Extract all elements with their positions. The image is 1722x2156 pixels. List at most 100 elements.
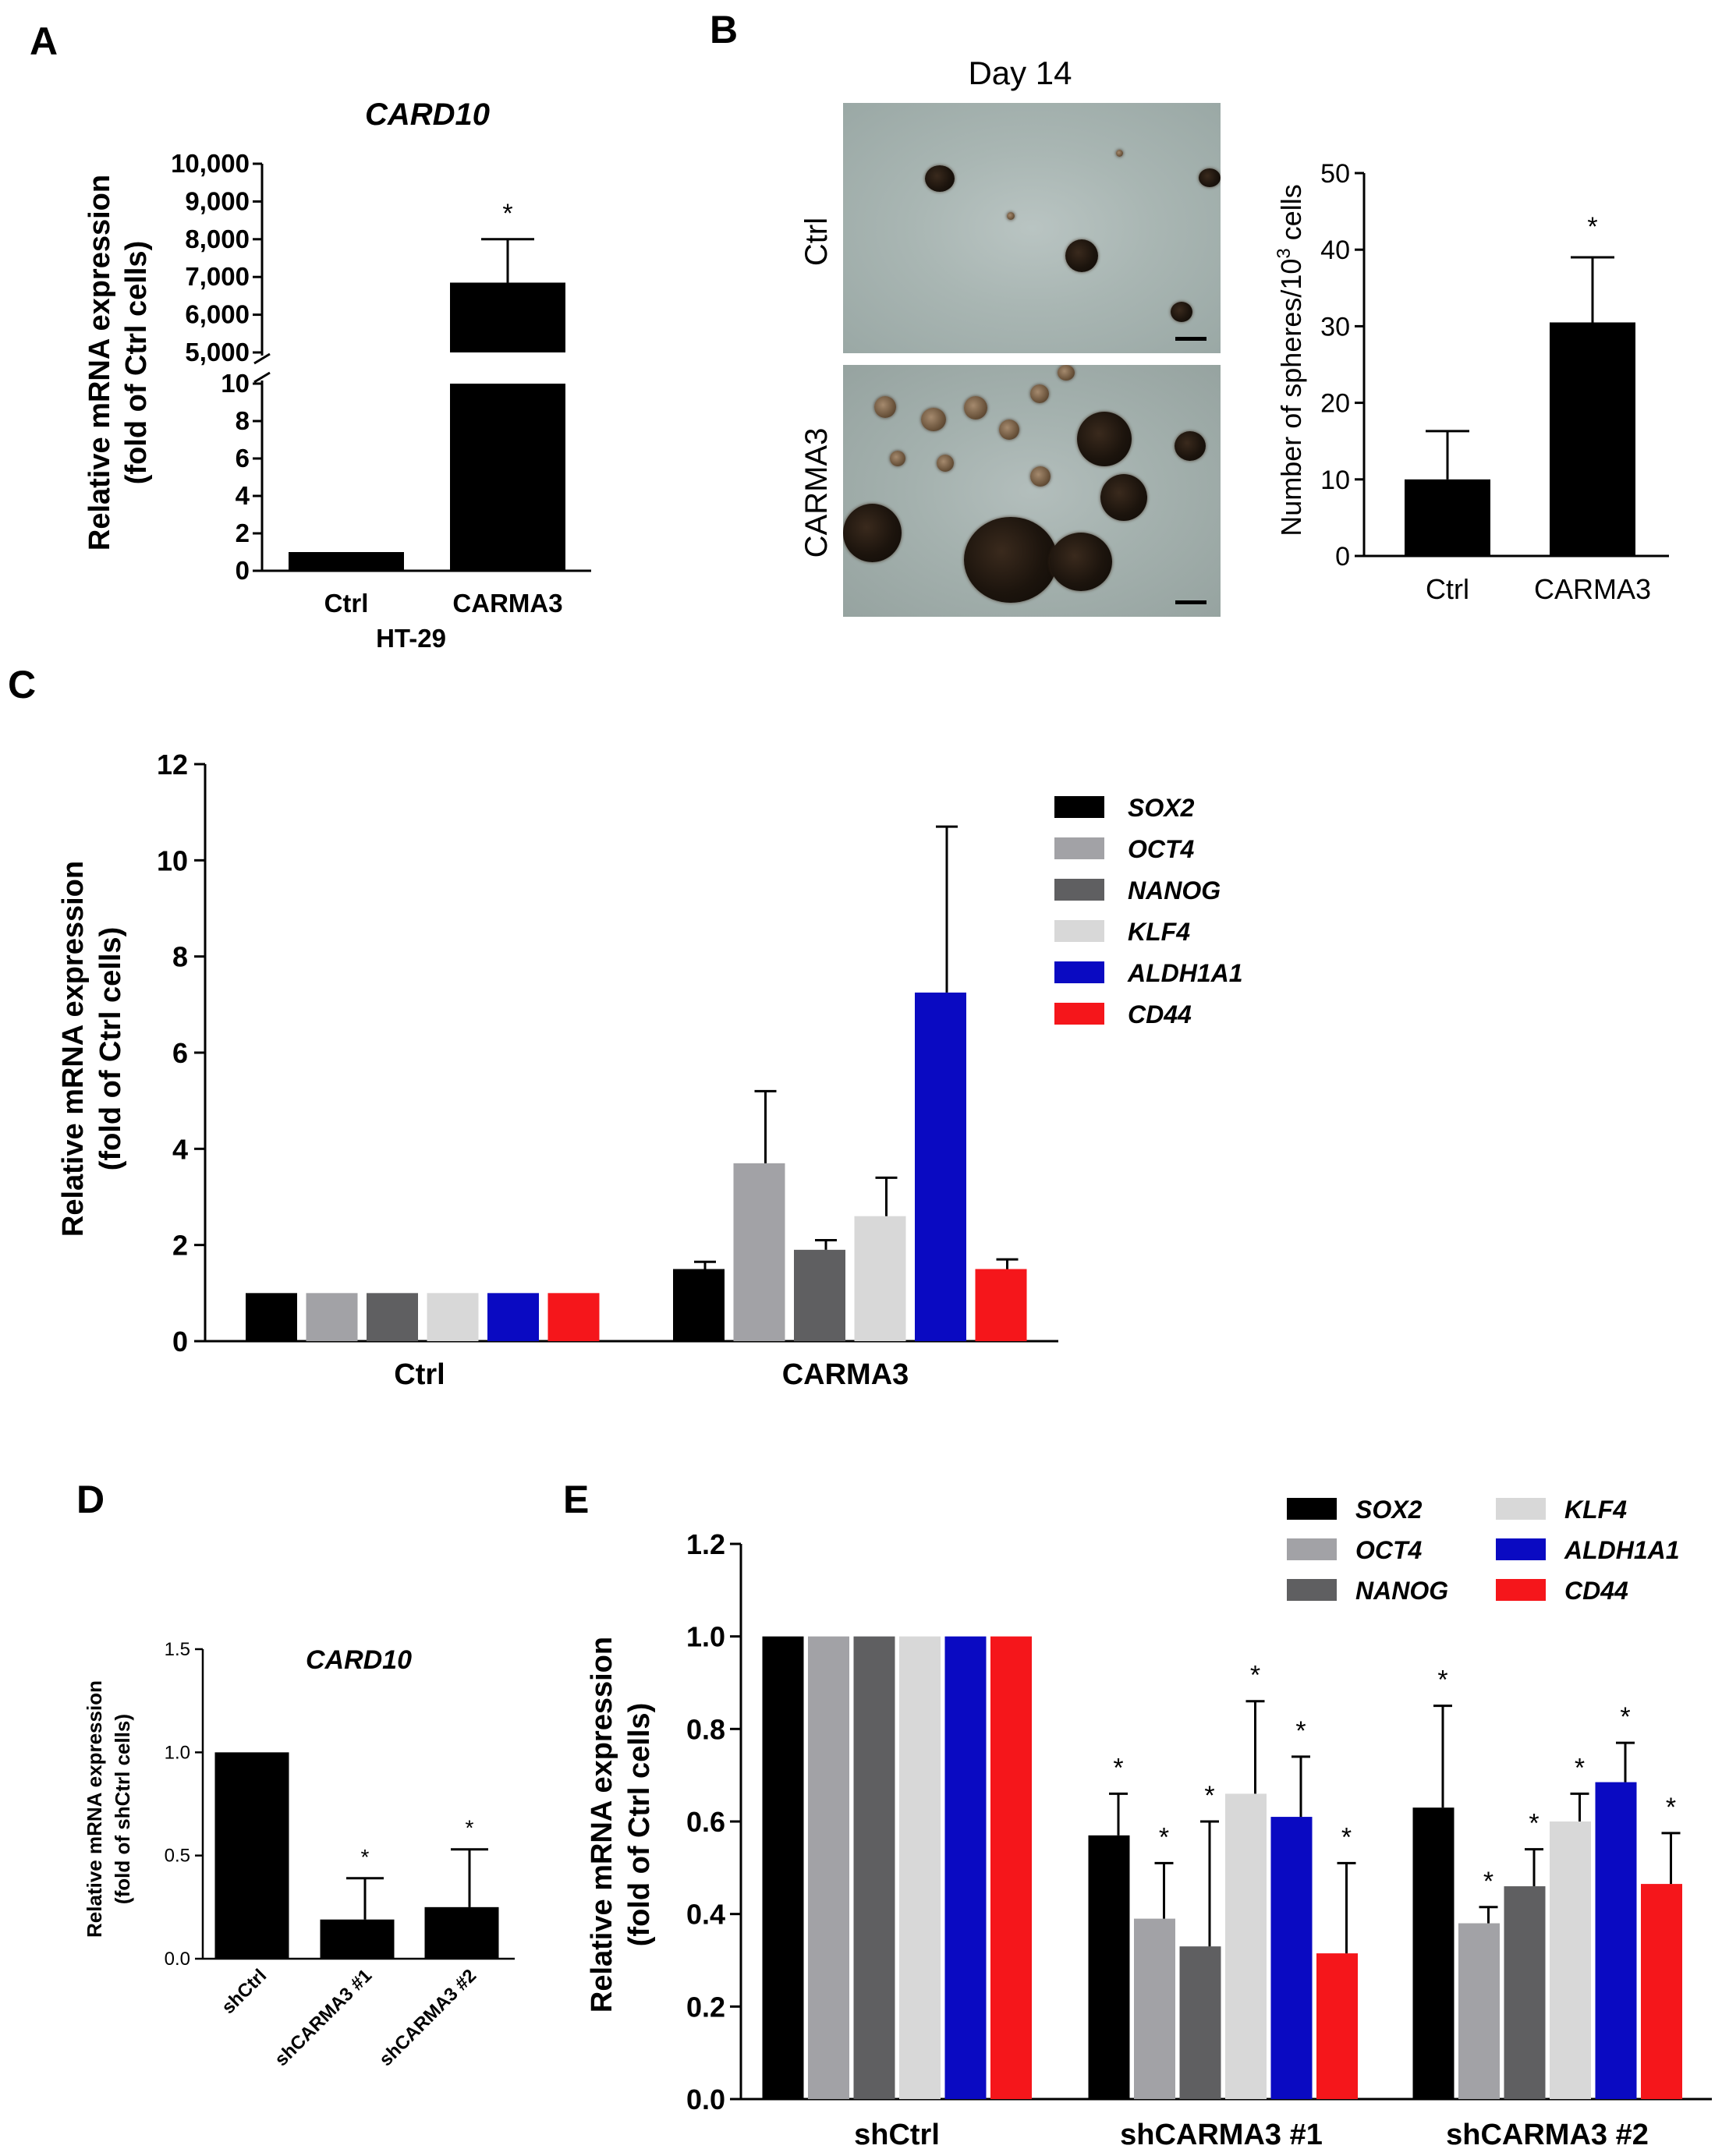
- significance-a-carma3: *: [502, 199, 512, 228]
- panel-b-tick-label: 30: [1320, 312, 1350, 342]
- panel-a-tick-label-upper: 6,000: [185, 300, 250, 329]
- legend-e-swatch-aldh1a1: [1496, 1538, 1546, 1560]
- panel-a-tick-label-lower: 4: [236, 481, 250, 510]
- bar-e-1-nanog: [1179, 1946, 1221, 2099]
- bar-c-carma3-oct4: [733, 1163, 785, 1341]
- bar-e-2-nanog: [1504, 1886, 1546, 2099]
- legend-c-label-cd44: CD44: [1128, 1000, 1192, 1028]
- panel-c-ylabel-2: (fold of Ctrl cells): [94, 927, 127, 1170]
- bar-e-0-aldh1a1: [944, 1636, 987, 2099]
- bar-c-carma3-cd44: [975, 1269, 1027, 1341]
- panel-b-tick-label: 10: [1320, 466, 1350, 495]
- panel-d-tick-label: 0.0: [165, 1949, 190, 1970]
- panel-d-title: CARD10: [306, 1645, 412, 1675]
- bar-c-carma3-nanog: [794, 1249, 845, 1341]
- carma3-sphere-image: [843, 365, 1221, 617]
- significance-e-2-klf4: *: [1575, 1753, 1585, 1783]
- significance-e-1-sox2: *: [1113, 1753, 1123, 1783]
- significance-b-carma3: *: [1587, 212, 1597, 242]
- panel-e-category-label: shCARMA3 #1: [1120, 2119, 1323, 2151]
- panel-a-tick-label-lower: 6: [236, 444, 250, 473]
- panel-c-tick-label: 8: [172, 941, 188, 973]
- panel-e-tick-label: 0.6: [686, 1806, 725, 1838]
- panel-e-ylabel-1: Relative mRNA expression: [586, 1637, 618, 2013]
- panel-label-a: A: [30, 19, 58, 63]
- bar-e-0-cd44: [990, 1636, 1032, 2099]
- legend-e-label-nanog: NANOG: [1355, 1577, 1448, 1605]
- bar-e-1-sox2: [1088, 1835, 1130, 2099]
- panel-c-ylabel-1: Relative mRNA expression: [57, 861, 90, 1237]
- panel-d-tick-label: 1.0: [165, 1742, 190, 1763]
- panel-label-b: B: [710, 8, 738, 51]
- bar-e-0-oct4: [808, 1636, 849, 2099]
- legend-e-label-oct4: OCT4: [1355, 1536, 1423, 1564]
- bar-e-2-cd44: [1641, 1884, 1682, 2099]
- panel-label-d: D: [76, 1478, 105, 1521]
- bar-c-ctrl-cd44: [547, 1293, 600, 1341]
- panel-e-tick-label: 1.2: [686, 1528, 725, 1560]
- panel-b-tick-label: 50: [1320, 159, 1350, 189]
- panel-a-ylabel-1: Relative mRNA expression: [83, 175, 116, 551]
- bar-e-2-sox2: [1412, 1807, 1454, 2099]
- panel-a-category-label: Ctrl: [324, 589, 369, 618]
- significance-e-1-klf4: *: [1250, 1661, 1260, 1690]
- panel-b-image-title: Day 14: [968, 55, 1072, 91]
- legend-e-label-aldh1a1: ALDH1A1: [1564, 1536, 1680, 1564]
- significance-e-2-aldh1a1: *: [1620, 1702, 1630, 1732]
- bar-c-ctrl-sox2: [246, 1293, 297, 1341]
- bar-e-2-klf4: [1550, 1821, 1591, 2099]
- chart-panel-a: 5,000 6,000 7,000 8,000 9,000 10,000 0 2 4 6 8 10 * C…: [171, 149, 591, 618]
- legend-c-swatch-aldh1a1: [1054, 961, 1104, 983]
- panel-a-tick-label-upper: 8,000: [185, 225, 250, 253]
- significance-d-1: *: [361, 1845, 370, 1869]
- bar-e-1-oct4: [1134, 1918, 1175, 2099]
- legend-e-swatch-nanog: [1287, 1579, 1337, 1601]
- panel-a-xlabel: HT-29: [376, 624, 446, 653]
- legend-c-swatch-klf4: [1054, 920, 1104, 942]
- panel-c-tick-label: 4: [172, 1133, 188, 1165]
- legend-c-label-klf4: KLF4: [1128, 918, 1190, 946]
- legend-c-swatch-nanog: [1054, 879, 1104, 901]
- significance-e-2-nanog: *: [1529, 1809, 1539, 1839]
- panel-b-row-ctrl: Ctrl: [799, 218, 834, 266]
- bar-e-0-sox2: [762, 1636, 804, 2099]
- panel-d-ylabel-2: (fold of shCtrl cells): [111, 1714, 134, 1904]
- significance-e-1-cd44: *: [1341, 1822, 1352, 1852]
- panel-a-tick-label-lower: 2: [236, 519, 250, 547]
- bar-c-ctrl-nanog: [367, 1293, 418, 1341]
- panel-label-e: E: [563, 1478, 589, 1521]
- bar-a-carma3-lower: [450, 384, 565, 571]
- panel-c-tick-label: 0: [172, 1326, 188, 1358]
- significance-d-2: *: [466, 1816, 474, 1840]
- panel-e-tick-label: 0.8: [686, 1713, 725, 1745]
- panel-label-c: C: [8, 663, 36, 706]
- panel-c-category-label: CARMA3: [782, 1358, 909, 1391]
- panel-c-category-label: Ctrl: [394, 1358, 445, 1391]
- bar-e-2-oct4: [1458, 1923, 1500, 2099]
- bar-d-2: [424, 1906, 499, 1959]
- panel-c-tick-label: 2: [172, 1230, 188, 1262]
- bar-d-0: [214, 1752, 289, 1959]
- legend-e-swatch-klf4: [1496, 1498, 1546, 1520]
- significance-e-2-oct4: *: [1483, 1867, 1493, 1896]
- significance-e-1-aldh1a1: *: [1295, 1716, 1306, 1746]
- bar-c-ctrl-klf4: [427, 1293, 479, 1341]
- legend-e-swatch-sox2: [1287, 1498, 1337, 1520]
- bar-e-0-nanog: [853, 1636, 895, 2099]
- significance-e-1-oct4: *: [1159, 1822, 1169, 1852]
- panel-d-ylabel-1: Relative mRNA expression: [83, 1680, 106, 1938]
- panel-b-row-carma3: CARMA3: [799, 428, 834, 558]
- legend-e-label-sox2: SOX2: [1355, 1496, 1423, 1524]
- panel-e-tick-label: 1.0: [686, 1621, 725, 1653]
- legend-e-swatch-cd44: [1496, 1579, 1546, 1601]
- panel-a-tick-label-lower: 8: [236, 406, 250, 435]
- chart-panel-d: 0.0 0.5 1.0 1.5 shCtrl * shCARMA3 #1 * shCARMA3 …: [165, 1639, 515, 2070]
- panel-a-axis-break-1: [253, 352, 271, 365]
- panel-a-category-label: CARMA3: [452, 589, 562, 618]
- bar-c-carma3-aldh1a1: [915, 992, 966, 1341]
- panel-d-tick-label: 0.5: [165, 1846, 190, 1867]
- panel-e-ylabel-2: (fold of Ctrl cells): [623, 1703, 656, 1946]
- panel-b-category-label: Ctrl: [1426, 573, 1469, 605]
- bar-c-ctrl-aldh1a1: [487, 1293, 539, 1341]
